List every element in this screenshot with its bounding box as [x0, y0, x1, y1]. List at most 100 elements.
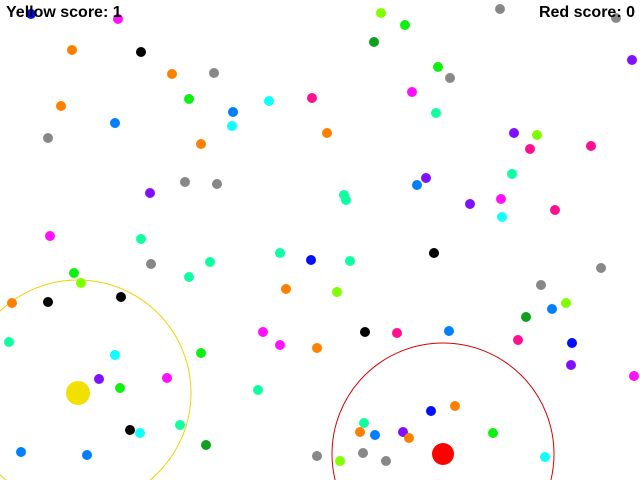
food-pellet	[369, 37, 379, 47]
food-pellet	[496, 194, 506, 204]
food-pellet	[307, 93, 317, 103]
food-pellet	[45, 231, 55, 241]
food-pellet	[358, 448, 368, 458]
food-pellet	[596, 263, 606, 273]
food-pellet	[175, 420, 185, 430]
food-pellet	[400, 20, 410, 30]
yellow-score: Yellow score: 1	[6, 4, 122, 21]
food-pellet	[136, 47, 146, 57]
food-pellet	[281, 284, 291, 294]
food-pellet	[525, 144, 535, 154]
food-pellet	[611, 13, 621, 23]
food-pellet	[550, 205, 560, 215]
food-pellet	[212, 179, 222, 189]
food-pellet	[201, 440, 211, 450]
food-pellet	[7, 298, 17, 308]
food-pellet	[275, 340, 285, 350]
food-pellet	[429, 248, 439, 258]
food-pellet	[431, 108, 441, 118]
food-pellet	[227, 121, 237, 131]
food-pellet	[381, 456, 391, 466]
food-pellet	[196, 139, 206, 149]
food-pellet	[209, 68, 219, 78]
food-pellet	[82, 450, 92, 460]
food-pellet	[532, 130, 542, 140]
food-pellet	[421, 173, 431, 183]
food-pellet	[465, 199, 475, 209]
food-pellet	[359, 418, 369, 428]
food-pellet	[547, 304, 557, 314]
food-pellet	[145, 188, 155, 198]
food-pellet	[43, 133, 53, 143]
food-pellet	[332, 287, 342, 297]
food-pellet	[345, 256, 355, 266]
food-pellet	[228, 107, 238, 117]
food-pellet	[275, 248, 285, 258]
red-player	[432, 443, 454, 465]
food-pellet	[312, 343, 322, 353]
food-pellet	[115, 383, 125, 393]
food-pellet	[125, 425, 135, 435]
food-pellet	[196, 348, 206, 358]
food-pellet	[360, 327, 370, 337]
food-pellet	[433, 62, 443, 72]
food-pellet	[586, 141, 596, 151]
food-pellet	[110, 118, 120, 128]
food-pellet	[56, 101, 66, 111]
food-pellet	[412, 180, 422, 190]
player-ranges	[0, 279, 555, 480]
food-pellet	[341, 195, 351, 205]
yellow-player	[66, 381, 90, 405]
food-pellet	[370, 430, 380, 440]
food-pellet	[146, 259, 156, 269]
food-pellet	[116, 292, 126, 302]
food-pellet	[497, 212, 507, 222]
food-pellet	[629, 371, 639, 381]
food-pellet	[69, 268, 79, 278]
food-pellet	[521, 312, 531, 322]
food-pellet	[495, 4, 505, 14]
food-pellet	[306, 255, 316, 265]
food-pellet	[162, 373, 172, 383]
food-pellet	[507, 169, 517, 179]
food-pellet	[43, 297, 53, 307]
food-pellet	[536, 280, 546, 290]
food-pellet	[426, 406, 436, 416]
food-pellet	[335, 456, 345, 466]
food-pellet	[392, 328, 402, 338]
food-pellet	[94, 374, 104, 384]
food-pellet	[567, 338, 577, 348]
food-pellet	[167, 69, 177, 79]
food-pellet	[540, 452, 550, 462]
food-pellet	[376, 8, 386, 18]
food-pellet	[184, 272, 194, 282]
food-pellet	[312, 451, 322, 461]
food-pellet	[444, 326, 454, 336]
food-pellet	[322, 128, 332, 138]
food-pellet	[450, 401, 460, 411]
players-layer	[66, 381, 454, 465]
red-score: Red score: 0	[538, 4, 635, 21]
food-pellet	[566, 360, 576, 370]
food-pellet	[110, 350, 120, 360]
food-pellet	[135, 428, 145, 438]
food-pellet	[355, 427, 365, 437]
food-pellet	[184, 94, 194, 104]
food-pellet	[264, 96, 274, 106]
food-pellet	[180, 177, 190, 187]
food-pellet	[445, 73, 455, 83]
food-pellet	[136, 234, 146, 244]
food-pellet	[407, 87, 417, 97]
food-pellet	[488, 428, 498, 438]
food-pellet	[404, 433, 414, 443]
food-pellet	[253, 385, 263, 395]
food-pellet	[509, 128, 519, 138]
food-pellet	[205, 257, 215, 267]
food-pellet	[76, 278, 86, 288]
food-pellet	[26, 9, 36, 19]
food-pellet	[67, 45, 77, 55]
pellets-layer	[4, 4, 639, 466]
food-pellet	[258, 327, 268, 337]
food-pellet	[113, 14, 123, 24]
